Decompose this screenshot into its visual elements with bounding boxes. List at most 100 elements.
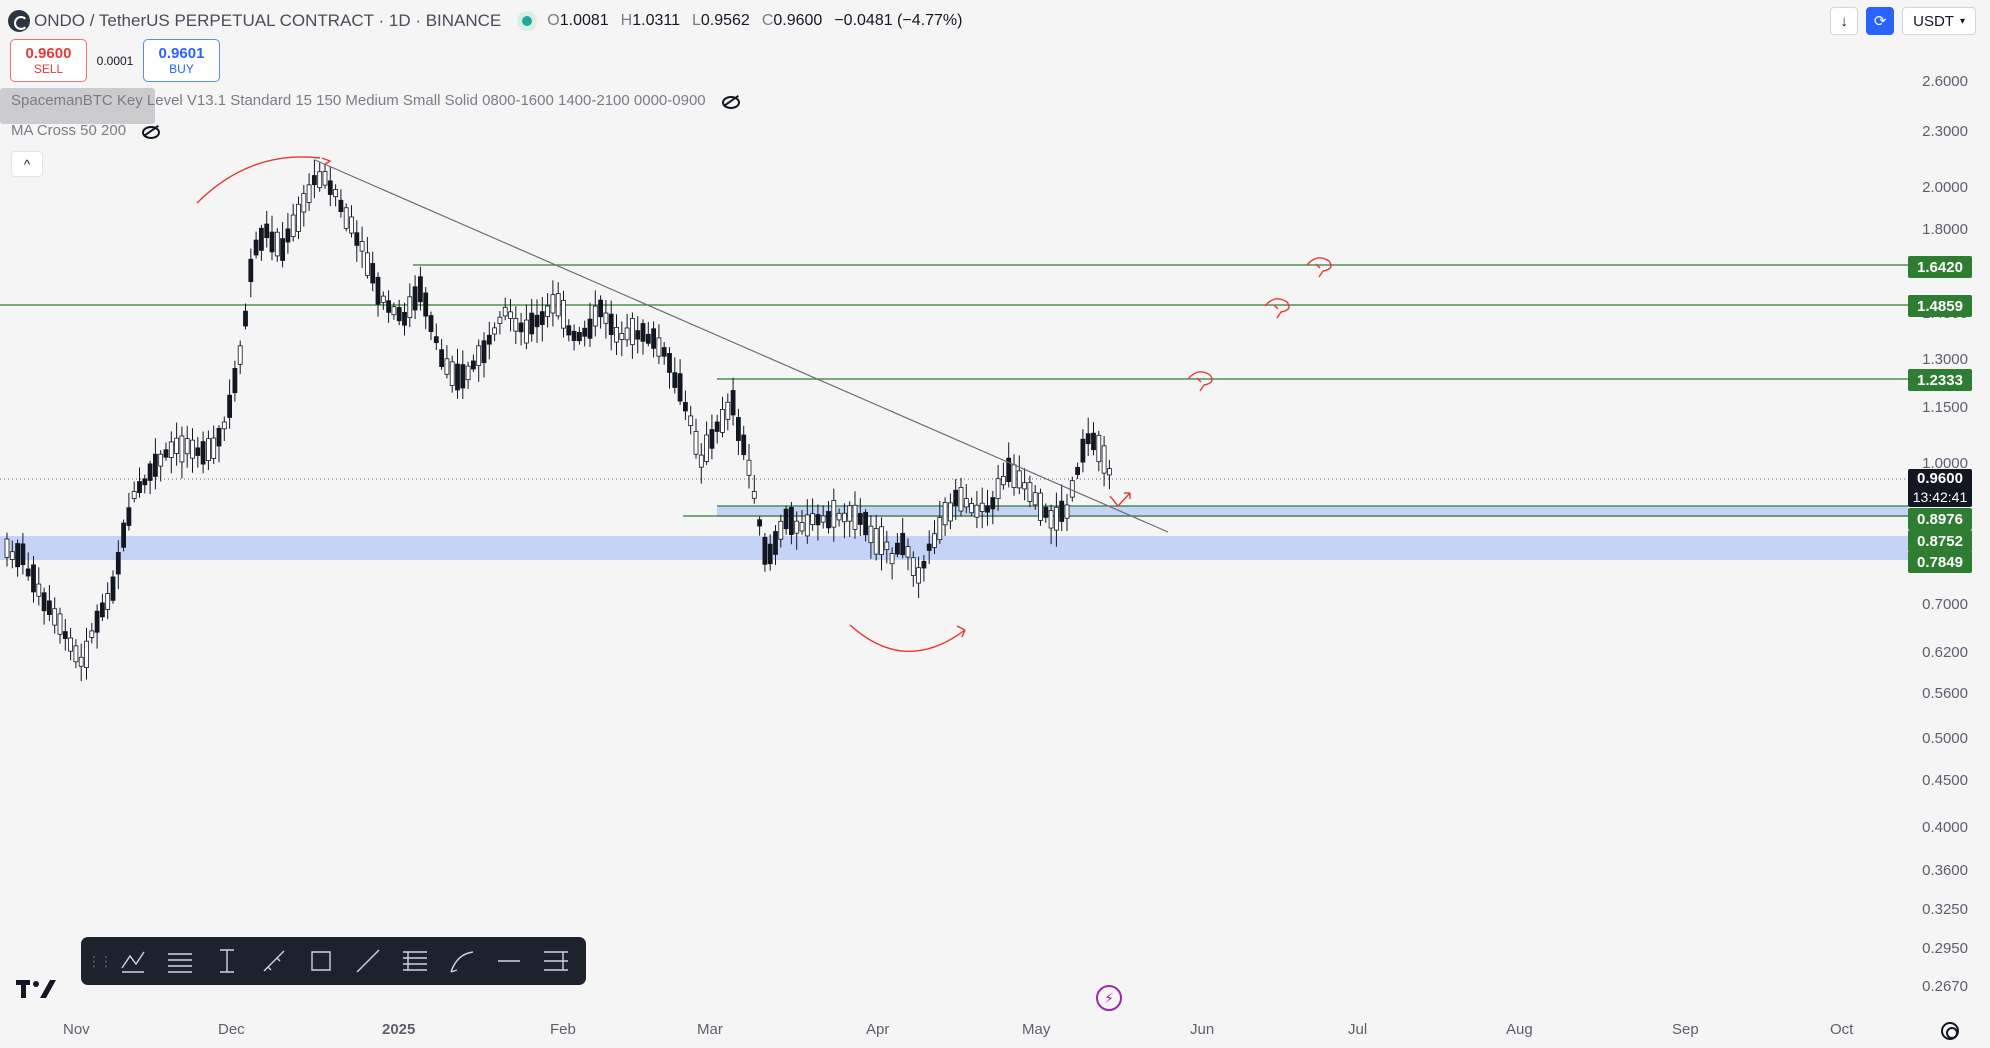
candle-body	[1080, 438, 1086, 463]
chevron-down-icon: ▾	[1959, 15, 1965, 27]
candle-body	[836, 512, 842, 521]
time-axis-label: Oct	[1830, 1021, 1854, 1038]
candle-body	[773, 531, 778, 555]
price-tag-level1: 1.6420	[1908, 256, 1972, 278]
market-open-icon	[517, 11, 538, 31]
candle-body	[757, 519, 762, 527]
candle-body	[407, 296, 413, 318]
candle-body	[762, 536, 768, 565]
time-axis-label: Feb	[550, 1021, 576, 1038]
candle-body	[131, 490, 137, 499]
annotation-hook-1	[1306, 257, 1332, 278]
drag-handle-icon[interactable]: ⋮⋮	[87, 952, 113, 969]
rectangle-icon[interactable]	[297, 939, 344, 983]
candle-body	[698, 454, 704, 468]
trend-line	[314, 159, 1169, 533]
time-axis-label: Jul	[1348, 1021, 1368, 1038]
candle-body	[184, 438, 190, 455]
indicator-keylevel[interactable]: SpacemanBTC Key Level V13.1 Standard 15 …	[11, 92, 740, 109]
candle-body	[577, 332, 582, 342]
candle-body	[354, 232, 360, 246]
candle-body	[1075, 466, 1080, 475]
candle-body	[794, 520, 800, 534]
candle-body	[470, 360, 476, 370]
candle-body	[889, 553, 895, 565]
hidden-eye-icon[interactable]	[140, 124, 161, 139]
candle-body	[248, 258, 254, 283]
horizontal-line-icon[interactable]	[485, 939, 532, 983]
candle-body	[778, 520, 784, 540]
candle-body	[921, 560, 927, 569]
candle-body	[1054, 506, 1059, 531]
brush-icon[interactable]	[438, 939, 485, 983]
fib-retracement-icon[interactable]	[391, 939, 438, 983]
candle-body	[460, 364, 466, 389]
candle-body	[47, 600, 52, 615]
tradingview-logo-icon	[16, 980, 56, 998]
candle-body	[1091, 432, 1096, 451]
candle-body	[455, 363, 460, 391]
candle-body	[667, 353, 672, 373]
fib-icon[interactable]	[203, 939, 250, 983]
candle-body	[94, 610, 100, 633]
price-axis-label: 0.4000	[1922, 819, 1968, 836]
parallel-channel-icon[interactable]	[156, 939, 203, 983]
download-icon[interactable]: ↓	[1830, 7, 1859, 35]
candle-body	[810, 513, 815, 526]
top-right-controls: ↓ ⟳ USDT ▾	[1830, 7, 1976, 35]
annotation-hook-2	[1264, 298, 1290, 319]
trend-line-icon[interactable]	[250, 939, 297, 983]
candle-body	[709, 429, 715, 449]
price-axis-label: 0.3600	[1922, 862, 1968, 879]
candle-body	[884, 541, 890, 551]
candle-body	[714, 421, 720, 432]
candle-body	[84, 640, 89, 668]
candle-body	[333, 189, 339, 198]
symbol-title[interactable]: ONDO / TetherUS PERPETUAL CONTRACT · 1D …	[34, 11, 502, 30]
candle-body	[820, 515, 826, 523]
candle-body	[52, 608, 58, 626]
symbol-header: ONDO / TetherUS PERPETUAL CONTRACT · 1D …	[8, 8, 962, 34]
candle-body	[550, 294, 556, 314]
candle-body	[1006, 457, 1012, 483]
price-tag-level3: 1.2333	[1908, 369, 1972, 391]
collapse-indicators-button[interactable]: ^	[11, 151, 43, 177]
current-price-tag: 0.9600 13:42:41	[1908, 469, 1972, 507]
candle-body	[89, 630, 95, 638]
candle-body	[635, 330, 641, 340]
spread-value: 0.0001	[96, 53, 134, 68]
ray-icon[interactable]	[344, 939, 391, 983]
buy-button[interactable]: 0.9601 BUY	[143, 39, 220, 82]
candle-body	[990, 497, 996, 510]
candle-body	[9, 551, 15, 560]
candle-body	[587, 318, 593, 339]
price-axis-label: 0.2670	[1922, 978, 1968, 995]
candle-body	[205, 438, 211, 461]
candle-body	[444, 358, 450, 375]
price-axis-label: 2.6000	[1922, 73, 1968, 90]
settings-gear-icon[interactable]	[1941, 1022, 1959, 1040]
hidden-eye-icon[interactable]	[720, 94, 740, 109]
candle-body	[1069, 480, 1075, 498]
lightning-icon[interactable]: ⚡	[1096, 985, 1122, 1011]
currency-select[interactable]: USDT ▾	[1902, 7, 1976, 35]
candle-body	[746, 459, 752, 476]
fib-extension-icon[interactable]	[532, 939, 579, 983]
candle-body	[269, 231, 275, 253]
candle-body	[264, 223, 270, 239]
candle-body	[174, 437, 180, 454]
candle-body	[736, 417, 741, 441]
sync-icon[interactable]: ⟳	[1866, 7, 1895, 35]
candle-body	[386, 300, 392, 313]
time-axis-label: Nov	[63, 1021, 90, 1038]
candle-body	[555, 293, 561, 317]
indicator-ma-cross[interactable]: MA Cross 50 200	[11, 122, 161, 139]
sell-button[interactable]: 0.9600 SELL	[10, 39, 87, 82]
candle-body	[423, 292, 429, 317]
candle-body	[963, 498, 969, 508]
candle-body	[916, 567, 921, 584]
multipoint-icon[interactable]	[109, 939, 156, 983]
candle-body	[534, 314, 540, 328]
time-axis-label: Apr	[866, 1021, 890, 1038]
